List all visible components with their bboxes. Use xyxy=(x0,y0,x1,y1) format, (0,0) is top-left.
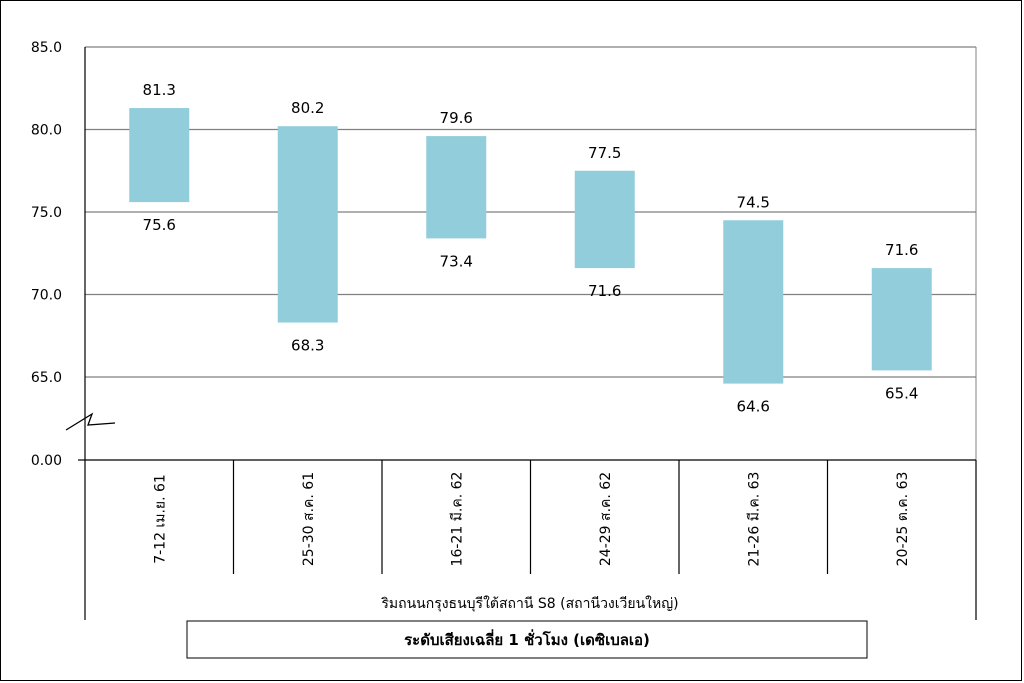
range-bar xyxy=(871,268,932,371)
legend-label: ระดับเสียงเฉลี่ย 1 ชั่วโมง (เดซิเบลเอ) xyxy=(404,629,650,649)
high-value-label: 80.2 xyxy=(291,99,324,117)
data-labels: 81.3 75.6 80.2 68.3 79.6 73.4 77.5 71.6 74.5 64.6… xyxy=(143,81,919,416)
y-tick-label-zero: 0.00 xyxy=(31,453,62,469)
high-value-label: 74.5 xyxy=(737,193,770,211)
y-tick-label: 65.0 xyxy=(31,370,62,386)
legend-box xyxy=(186,620,868,659)
category-label: 25-30 ส.ค. 61 xyxy=(301,472,317,566)
category-labels: 7-12 เม.ย. 61 25-30 ส.ค. 61 16-21 มี.ค. 62… xyxy=(152,472,911,567)
y-tick-label: 85.0 xyxy=(31,40,62,56)
high-value-label: 77.5 xyxy=(588,144,621,162)
station-group-label: ริมถนนกรุงธนบุรีใต้สถานี S8 (สถานีวงเวีย… xyxy=(381,595,679,612)
y-axis-ticks: 85.0 80.0 75.0 70.0 65.0 0.00 xyxy=(31,40,62,469)
y-tick-label: 70.0 xyxy=(31,288,62,304)
axis-break-mark xyxy=(65,412,116,431)
axes xyxy=(65,47,977,620)
y-tick-label: 75.0 xyxy=(31,205,62,221)
category-label: 20-25 ต.ค. 63 xyxy=(895,472,911,567)
range-bar xyxy=(723,220,784,384)
low-value-label: 64.6 xyxy=(737,398,770,416)
category-label: 16-21 มี.ค. 62 xyxy=(449,472,465,567)
category-label: 24-29 ส.ค. 62 xyxy=(598,472,614,566)
y-tick-label: 80.0 xyxy=(31,123,62,139)
low-value-label: 65.4 xyxy=(885,384,918,402)
high-value-label: 81.3 xyxy=(143,81,176,99)
low-value-label: 75.6 xyxy=(143,216,176,234)
low-value-label: 68.3 xyxy=(291,337,324,355)
high-value-label: 79.6 xyxy=(440,109,473,127)
bars xyxy=(129,108,932,384)
category-label: 21-26 มี.ค. 63 xyxy=(746,472,762,567)
category-label: 7-12 เม.ย. 61 xyxy=(152,474,168,564)
range-bar xyxy=(129,108,190,203)
low-value-label: 73.4 xyxy=(440,252,473,270)
high-value-label: 71.6 xyxy=(885,241,918,259)
range-bar xyxy=(277,126,338,323)
low-value-label: 71.6 xyxy=(588,282,621,300)
range-bar xyxy=(574,170,635,269)
range-bar xyxy=(426,136,487,239)
gridlines xyxy=(85,46,976,378)
